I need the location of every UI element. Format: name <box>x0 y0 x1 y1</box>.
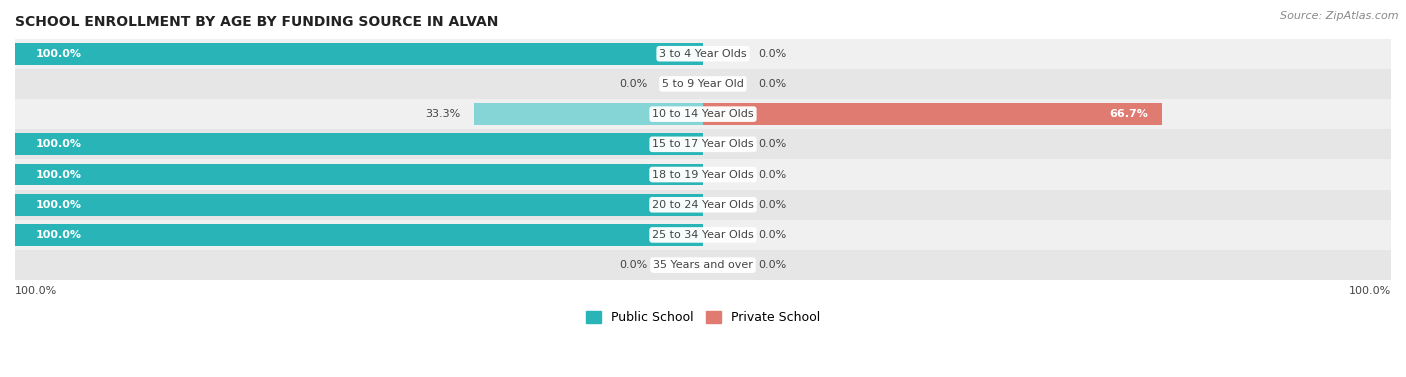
Text: 100.0%: 100.0% <box>35 230 82 240</box>
Bar <box>703 103 1161 125</box>
Text: 18 to 19 Year Olds: 18 to 19 Year Olds <box>652 170 754 179</box>
Text: 0.0%: 0.0% <box>620 79 648 89</box>
Text: 0.0%: 0.0% <box>758 79 786 89</box>
Text: Source: ZipAtlas.com: Source: ZipAtlas.com <box>1281 11 1399 21</box>
Text: 20 to 24 Year Olds: 20 to 24 Year Olds <box>652 200 754 210</box>
Legend: Public School, Private School: Public School, Private School <box>581 307 825 329</box>
Text: 3 to 4 Year Olds: 3 to 4 Year Olds <box>659 49 747 59</box>
Text: 5 to 9 Year Old: 5 to 9 Year Old <box>662 79 744 89</box>
Text: 100.0%: 100.0% <box>35 139 82 149</box>
Text: 0.0%: 0.0% <box>758 260 786 270</box>
Text: 0.0%: 0.0% <box>758 170 786 179</box>
Text: 33.3%: 33.3% <box>425 109 460 119</box>
Bar <box>15 133 703 155</box>
Text: 0.0%: 0.0% <box>758 49 786 59</box>
Text: 0.0%: 0.0% <box>758 200 786 210</box>
Bar <box>15 69 1391 99</box>
Bar <box>15 224 703 246</box>
Bar <box>15 99 1391 129</box>
Text: 100.0%: 100.0% <box>35 170 82 179</box>
Text: 10 to 14 Year Olds: 10 to 14 Year Olds <box>652 109 754 119</box>
Text: 25 to 34 Year Olds: 25 to 34 Year Olds <box>652 230 754 240</box>
Text: 0.0%: 0.0% <box>620 260 648 270</box>
Text: 35 Years and over: 35 Years and over <box>652 260 754 270</box>
Text: 100.0%: 100.0% <box>35 200 82 210</box>
Text: SCHOOL ENROLLMENT BY AGE BY FUNDING SOURCE IN ALVAN: SCHOOL ENROLLMENT BY AGE BY FUNDING SOUR… <box>15 15 498 29</box>
Bar <box>15 220 1391 250</box>
Text: 0.0%: 0.0% <box>758 230 786 240</box>
Bar <box>15 194 703 216</box>
Text: 100.0%: 100.0% <box>1348 286 1391 296</box>
Bar <box>15 250 1391 280</box>
Text: 100.0%: 100.0% <box>35 49 82 59</box>
Bar <box>474 103 703 125</box>
Text: 100.0%: 100.0% <box>15 286 58 296</box>
Text: 66.7%: 66.7% <box>1109 109 1149 119</box>
Bar <box>15 190 1391 220</box>
Text: 15 to 17 Year Olds: 15 to 17 Year Olds <box>652 139 754 149</box>
Text: 0.0%: 0.0% <box>758 139 786 149</box>
Bar <box>15 43 703 64</box>
Bar <box>15 164 703 185</box>
Bar <box>15 38 1391 69</box>
Bar <box>15 129 1391 159</box>
Bar <box>15 159 1391 190</box>
